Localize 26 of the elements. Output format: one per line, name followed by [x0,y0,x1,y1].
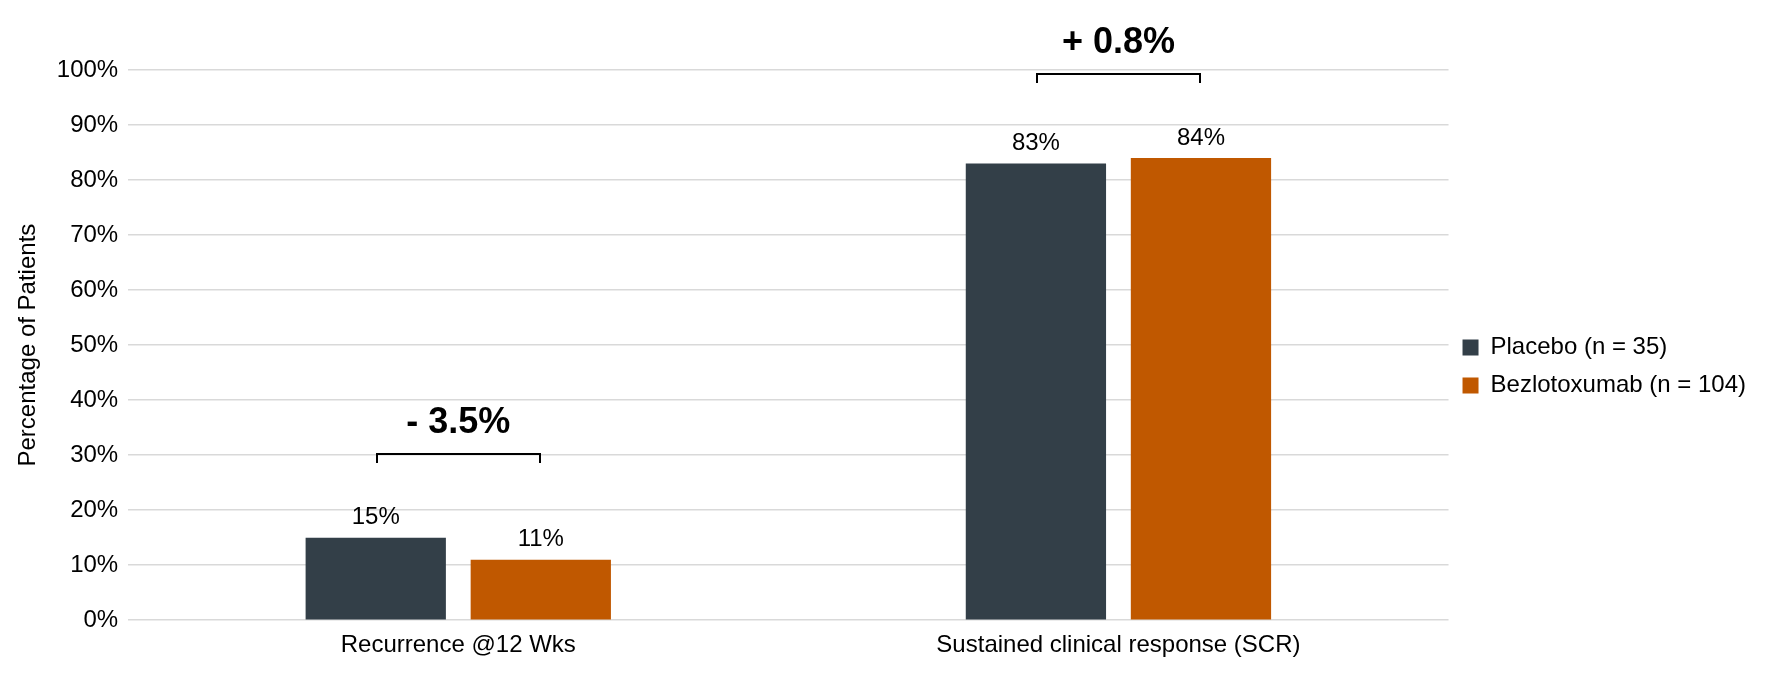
y-tick-label: 60% [70,274,119,302]
y-tick-label: 0% [83,604,119,632]
annotation: - 3.5% [406,399,511,441]
data-label: 15% [351,502,400,530]
bar [1130,158,1272,620]
y-tick-label: 40% [70,384,119,412]
y-tick-label: 50% [70,329,119,357]
y-tick-label: 10% [70,549,119,577]
bar [965,163,1107,620]
data-label: 83% [1011,128,1060,156]
y-tick-label: 100% [56,54,119,82]
y-tick-label: 70% [70,219,119,247]
data-label: 84% [1176,122,1225,150]
legend-label: Bezlotoxumab (n = 104) [1490,370,1746,398]
legend-label: Placebo (n = 35) [1490,332,1668,360]
x-tick-label: Recurrence @12 Wks [340,630,576,658]
y-tick-label: 80% [70,164,119,192]
x-tick-label: Sustained clinical response (SCR) [936,630,1301,658]
text: + 0.8% [1061,19,1175,61]
data-label: 11% [517,524,564,552]
y-tick-label: 30% [70,439,119,467]
y-axis-title: Percentage of Patients [13,223,41,467]
y-tick-label: 90% [70,109,119,137]
y-tick-label: 20% [70,494,119,522]
bar [305,537,446,620]
bar [470,559,611,620]
